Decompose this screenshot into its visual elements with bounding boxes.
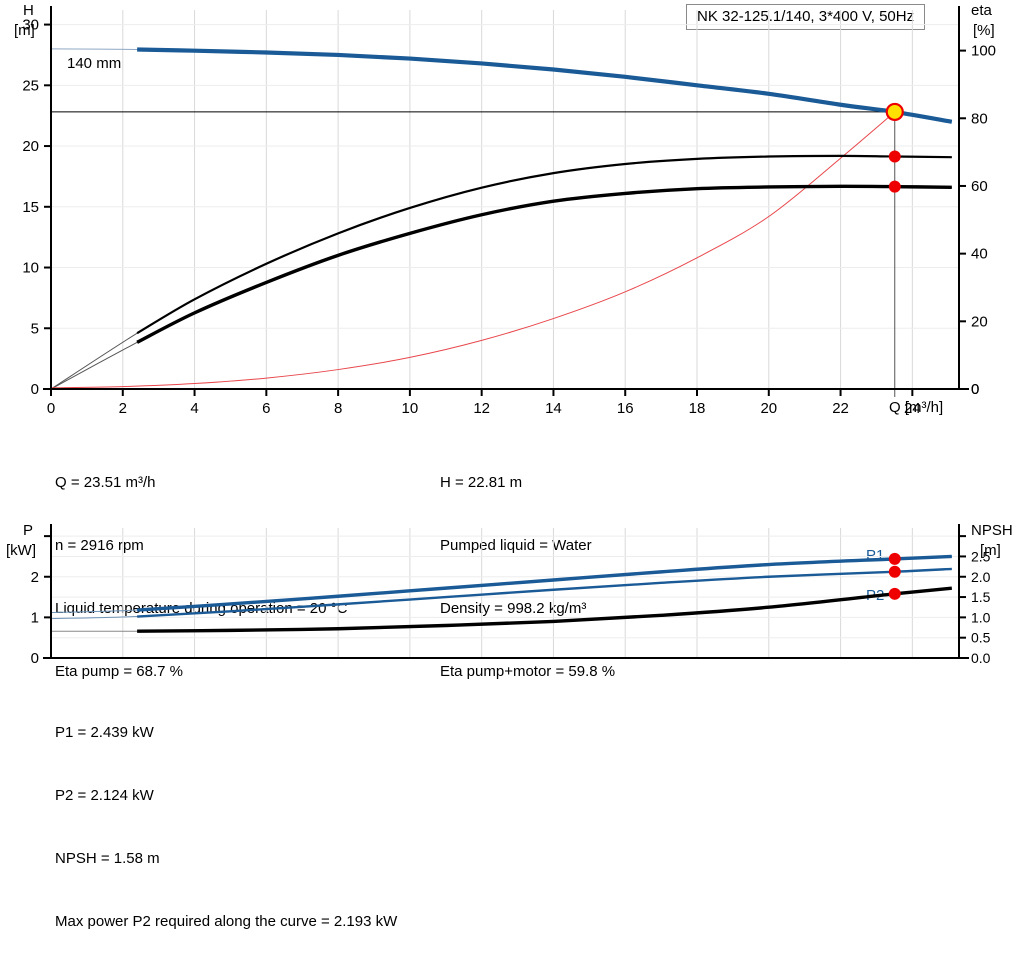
y-tick-label-right: 2.0 (971, 569, 991, 585)
y-tick-label-left: 25 (22, 77, 39, 94)
bottom-chart-y-right-title: NPSH (971, 522, 1013, 539)
top-chart-y-right-title: eta (971, 2, 992, 19)
chart-title-box: NK 32-125.1/140, 3*400 V, 50Hz (686, 4, 926, 30)
head-curve (137, 47, 953, 124)
y-tick-label-right: 80 (971, 110, 988, 127)
p2-curve (137, 567, 952, 618)
y-tick-label-right: 0 (971, 381, 979, 398)
npsh-duty-marker (888, 587, 901, 600)
power-info-block: P1 = 2.439 kW P2 = 2.124 kW NPSH = 1.58 … (55, 680, 397, 974)
p1-curve (137, 554, 952, 612)
info-line: Pumped liquid = Water (440, 537, 592, 554)
pump-curve-page: NK 32-125.1/140, 3*400 V, 50Hz H [m] eta… (6, 2, 1013, 930)
x-tick-label: 10 (402, 400, 419, 417)
y-tick-label-right: 0.0 (971, 650, 991, 666)
info-line: NPSH = 1.58 m (55, 850, 160, 867)
y-tick-label-left: 0 (31, 650, 39, 667)
eta-pump-curve-thin (50, 155, 952, 390)
eta-pump-motor-curve (136, 184, 952, 344)
eta-pump-duty-marker (888, 150, 901, 163)
p1-duty-marker (888, 552, 901, 565)
bottom-chart-y-left-title: P (23, 522, 34, 539)
eta-pump-motor-curve-thin (50, 185, 952, 390)
info-line: n = 2916 rpm (55, 537, 144, 554)
y-tick-label-right: 0.5 (971, 630, 991, 646)
power-npsh-chart: 0 1 2 0.0 0.5 1.0 1.5 2.0 2.5 (31, 524, 991, 667)
y-tick-label-right: 40 (971, 246, 988, 263)
eta-pump-motor-duty-marker (888, 180, 901, 193)
info-line: Eta pump = 68.7 % (55, 663, 183, 680)
info-line: Density = 998.2 kg/m³ (440, 600, 587, 617)
x-tick-label: 4 (190, 400, 198, 417)
eta-pump-curve (136, 154, 952, 335)
duty-point-marker (885, 102, 904, 122)
info-line: P1 = 2.439 kW (55, 724, 154, 741)
x-tick-label: 8 (334, 400, 342, 417)
y-tick-label-left: 30 (22, 17, 39, 34)
info-line: Max power P2 required along the curve = … (55, 913, 398, 930)
y-tick-label-left: 10 (22, 260, 39, 277)
top-chart-y-left-title: H (23, 2, 34, 19)
info-line: Eta pump+motor = 59.8 % (440, 663, 616, 680)
y-tick-label-right: 0 (971, 381, 979, 398)
x-tick-label: 0 (47, 400, 55, 417)
npsh-curve (50, 111, 896, 389)
x-tick-label: 12 (473, 400, 490, 417)
p2-duty-marker (888, 565, 901, 578)
y-tick-label-left: 0 (31, 381, 39, 398)
y-tick-label-right: 2.5 (971, 548, 991, 564)
y-tick-label-right: 60 (971, 178, 988, 195)
top-chart-x-axis-label: Q [m³/h] (889, 399, 944, 416)
y-tick-label-right: 100 (971, 43, 996, 60)
y-tick-label-right: 20 (971, 313, 988, 330)
top-chart-y-right-unit: [%] (973, 22, 995, 39)
y-tick-label-right: 1.5 (971, 589, 991, 605)
y-tick-label-left: 5 (31, 320, 39, 337)
x-tick-label: 2 (119, 400, 127, 417)
info-line: H = 22.81 m (440, 474, 523, 491)
impeller-diameter-label: 140 mm (67, 55, 122, 72)
bottom-chart-y-left-unit: [kW] (6, 542, 36, 559)
operating-info-right: H = 22.81 m Pumped liquid = Water Densit… (440, 430, 615, 724)
bottom-chart-y-right-unit: [m] (980, 542, 1001, 559)
x-tick-label: 22 (832, 400, 849, 417)
info-line: P2 = 2.124 kW (55, 787, 154, 804)
x-tick-label: 14 (545, 400, 562, 417)
info-line: Q = 23.51 m³/h (55, 474, 156, 491)
x-tick-label: 20 (760, 400, 777, 417)
top-chart-y-left-unit: [m] (14, 22, 35, 39)
y-tick-label-left: 15 (22, 199, 39, 216)
x-tick-label: 16 (617, 400, 634, 417)
x-tick-label: 24 (904, 400, 921, 417)
x-tick-label: 18 (689, 400, 706, 417)
x-tick-label: 6 (262, 400, 270, 417)
y-tick-label-left: 20 (22, 138, 39, 155)
y-tick-label-left: 2 (31, 569, 39, 586)
npsh-curve (137, 586, 952, 633)
y-tick-label-right: 1.0 (971, 609, 991, 625)
y-tick-label-left: 1 (31, 609, 39, 626)
